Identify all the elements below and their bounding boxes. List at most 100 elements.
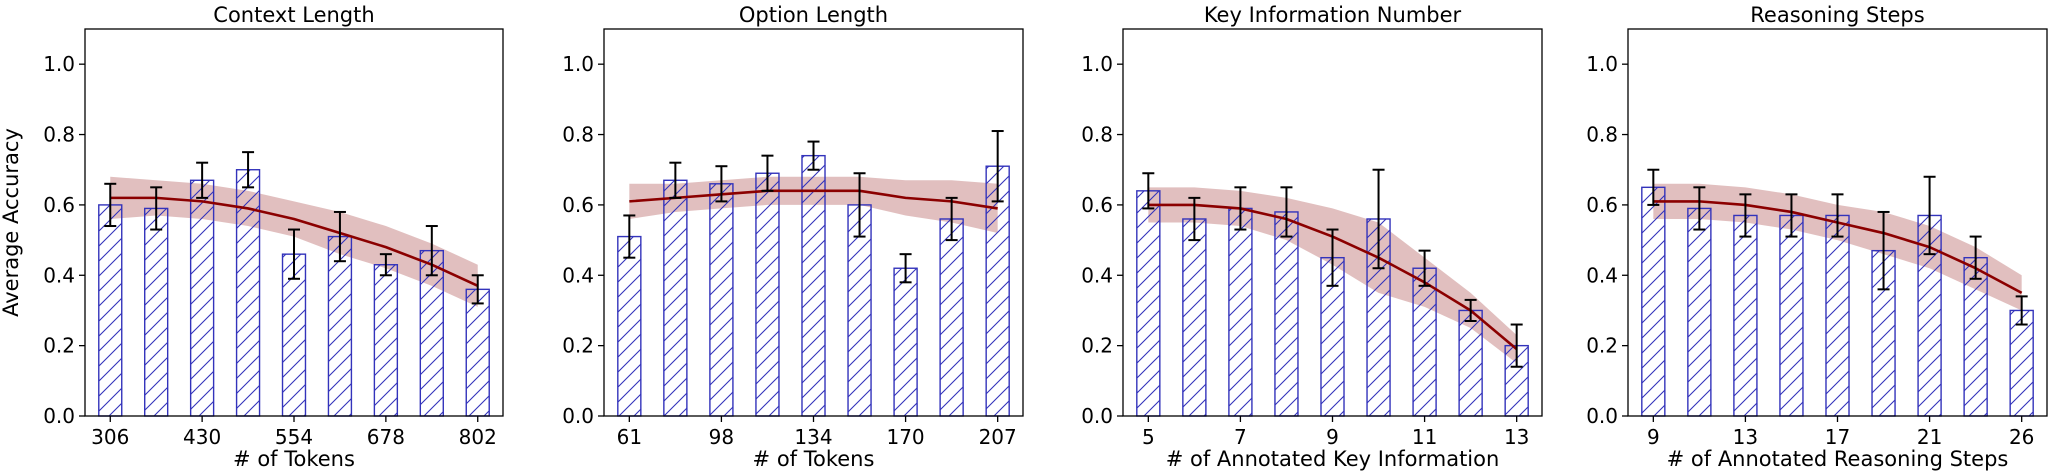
panel-1-xtick-label-2: 554 bbox=[275, 425, 313, 449]
panel-2-errorbar-7 bbox=[899, 253, 912, 284]
panel-1-errorbar-5 bbox=[288, 228, 300, 280]
panel-4-errorbar-3 bbox=[1739, 193, 1752, 238]
panel-4-bar-1 bbox=[1641, 186, 1666, 417]
panel-1-xlabel: # of Tokens bbox=[233, 447, 355, 471]
panel-1-bar-6 bbox=[327, 235, 353, 417]
panel-4-xtick-label-1: 13 bbox=[1733, 425, 1758, 449]
panel-2-ytick-label-4: 0.8 bbox=[562, 123, 594, 147]
panel-4-errorbar-8 bbox=[1969, 235, 1982, 280]
panel-3-title: Key Information Number bbox=[1204, 3, 1462, 27]
panel-2-ytick-label-2: 0.4 bbox=[562, 263, 594, 287]
panel-1-trend-line bbox=[110, 196, 479, 288]
panel-4-bar-2 bbox=[1687, 207, 1712, 417]
panel-2-errorbar-4 bbox=[761, 154, 774, 192]
panel-4-bar-5 bbox=[1825, 214, 1850, 417]
panel-1-ytick-label-5: 1.0 bbox=[43, 52, 75, 76]
panel-2-errorbar-1 bbox=[623, 214, 636, 259]
panel-1-bar-7 bbox=[373, 264, 399, 417]
panel-2: 0.0 0.2 0.4 0.6 0.8 1.0 61 98 134 170 207 Option Le… bbox=[562, 3, 1024, 471]
panel-4-bar-3 bbox=[1733, 214, 1758, 417]
panel-2-errorbar-5 bbox=[807, 140, 820, 171]
panel-3-bar-4 bbox=[1274, 211, 1299, 417]
panel-2-errorbar-8 bbox=[945, 196, 958, 242]
panel-3-xtick-label-1: 7 bbox=[1234, 425, 1247, 449]
panel-3-errorbar-6 bbox=[1372, 168, 1385, 270]
panel-2-xtick-label-4: 207 bbox=[979, 425, 1017, 449]
panel-3-errorbar-3 bbox=[1234, 186, 1247, 231]
panel-4-ytick-label-5: 1.0 bbox=[1586, 52, 1618, 76]
panel-2-ytick-label-5: 1.0 bbox=[562, 52, 594, 76]
panel-4-errorbar-6 bbox=[1877, 210, 1890, 291]
panel-4-xlabel: # of Annotated Reasoning Steps bbox=[1667, 447, 2009, 471]
panel-2-errorbar-2 bbox=[669, 161, 682, 199]
panel-3-xtick-label-3: 11 bbox=[1412, 425, 1437, 449]
panel-4-errorbar-4 bbox=[1785, 193, 1798, 238]
panel-4-errorbar-1 bbox=[1647, 168, 1660, 206]
panel-1-ytick-label-2: 0.4 bbox=[43, 263, 75, 287]
panel-4-xtick-label-4: 26 bbox=[2009, 425, 2034, 449]
panel-1-errorbar-4 bbox=[242, 151, 255, 189]
panel-2-bar-2 bbox=[663, 179, 688, 417]
panel-1-bar-3 bbox=[189, 179, 215, 417]
panel-1-ytick-label-0: 0.0 bbox=[43, 404, 75, 428]
panel-1-errorbar-2 bbox=[150, 186, 163, 231]
panel-2-xtick-label-1: 98 bbox=[709, 425, 734, 449]
panel-4-ytick-label-2: 0.4 bbox=[1586, 263, 1618, 287]
panel-1-ytick-label-3: 0.6 bbox=[43, 193, 75, 217]
panel-3-ytick-label-2: 0.4 bbox=[1081, 263, 1113, 287]
panel-4-errorbar-9 bbox=[2015, 295, 2028, 326]
panel-1-xtick-label-1: 430 bbox=[183, 425, 221, 449]
panel-3: 0.0 0.2 0.4 0.6 0.8 1.0 5 7 9 11 13 Key Information… bbox=[1081, 3, 1543, 471]
panel-3-ytick-label-4: 0.8 bbox=[1081, 123, 1113, 147]
panel-4-title: Reasoning Steps bbox=[1750, 3, 1924, 27]
panel-3-errorbar-1 bbox=[1142, 172, 1155, 210]
panel-3-bar-8 bbox=[1458, 309, 1483, 417]
panel-1-xtick-label-4: 802 bbox=[459, 425, 497, 449]
panel-1-ytick-label-4: 0.8 bbox=[43, 123, 75, 147]
panel-2-bar-9 bbox=[985, 165, 1010, 417]
panel-1: 0.0 0.2 0.4 0.6 0.8 1.0 306 430 554 678 802 Context… bbox=[0, 3, 504, 471]
panel-2-trend-line bbox=[629, 189, 998, 210]
panel-1-xtick-label-0: 306 bbox=[91, 425, 129, 449]
panel-4-bar-9 bbox=[2009, 309, 2034, 417]
panel-1-title: Context Length bbox=[213, 3, 374, 27]
panel-1-errorbar-6 bbox=[333, 210, 346, 263]
panel-4-errorbar-2 bbox=[1693, 186, 1706, 231]
panel-4-ytick-label-3: 0.6 bbox=[1586, 193, 1618, 217]
panel-3-errorbar-4 bbox=[1280, 186, 1293, 238]
panel-4-bar-8 bbox=[1963, 256, 1988, 417]
panel-3-errorbar-8 bbox=[1464, 298, 1477, 323]
panel-2-ytick-label-1: 0.2 bbox=[562, 334, 594, 358]
panel-1-errorbar-3 bbox=[196, 161, 209, 199]
panel-3-ytick-label-1: 0.2 bbox=[1081, 334, 1113, 358]
panel-3-bar-3 bbox=[1228, 207, 1253, 417]
panel-2-bar-3 bbox=[709, 183, 734, 417]
panel-3-ytick-label-0: 0.0 bbox=[1081, 404, 1113, 428]
panel-3-xtick-label-4: 13 bbox=[1504, 425, 1529, 449]
panel-3-errorbar-7 bbox=[1418, 249, 1431, 287]
panel-2-bar-4 bbox=[755, 172, 780, 417]
panel-3-ytick-label-3: 0.6 bbox=[1081, 193, 1113, 217]
panel-1-errorbar-7 bbox=[379, 253, 392, 277]
panel-1-bar-2 bbox=[144, 207, 169, 417]
panel-2-ytick-label-3: 0.6 bbox=[562, 193, 594, 217]
panel-2-errorbar-6 bbox=[853, 172, 866, 238]
panel-2-xtick-label-2: 134 bbox=[794, 425, 832, 449]
panel-2-title: Option Length bbox=[739, 3, 888, 27]
panel-2-xtick-label-0: 61 bbox=[617, 425, 642, 449]
panel-3-errorbar-9 bbox=[1510, 323, 1523, 368]
panel-3-xlabel: # of Annotated Key Information bbox=[1166, 447, 1500, 471]
panel-4-xtick-label-3: 21 bbox=[1917, 425, 1942, 449]
panel-2-bar-1 bbox=[617, 235, 642, 417]
panel-3-xtick-label-0: 5 bbox=[1142, 425, 1155, 449]
panel-2-errorbar-3 bbox=[715, 165, 728, 203]
panel-2-bar-5 bbox=[801, 154, 826, 417]
panel-3-ytick-label-5: 1.0 bbox=[1081, 52, 1113, 76]
panel-1-ytick-label-1: 0.2 bbox=[43, 334, 75, 358]
panel-1-errorbar-8 bbox=[425, 225, 438, 277]
panel-4-xtick-label-2: 17 bbox=[1825, 425, 1850, 449]
panel-4-bar-4 bbox=[1779, 214, 1804, 417]
panel-3-xtick-label-2: 9 bbox=[1326, 425, 1339, 449]
panel-3-bar-7 bbox=[1412, 267, 1437, 417]
panel-4-errorbar-7 bbox=[1923, 175, 1936, 256]
